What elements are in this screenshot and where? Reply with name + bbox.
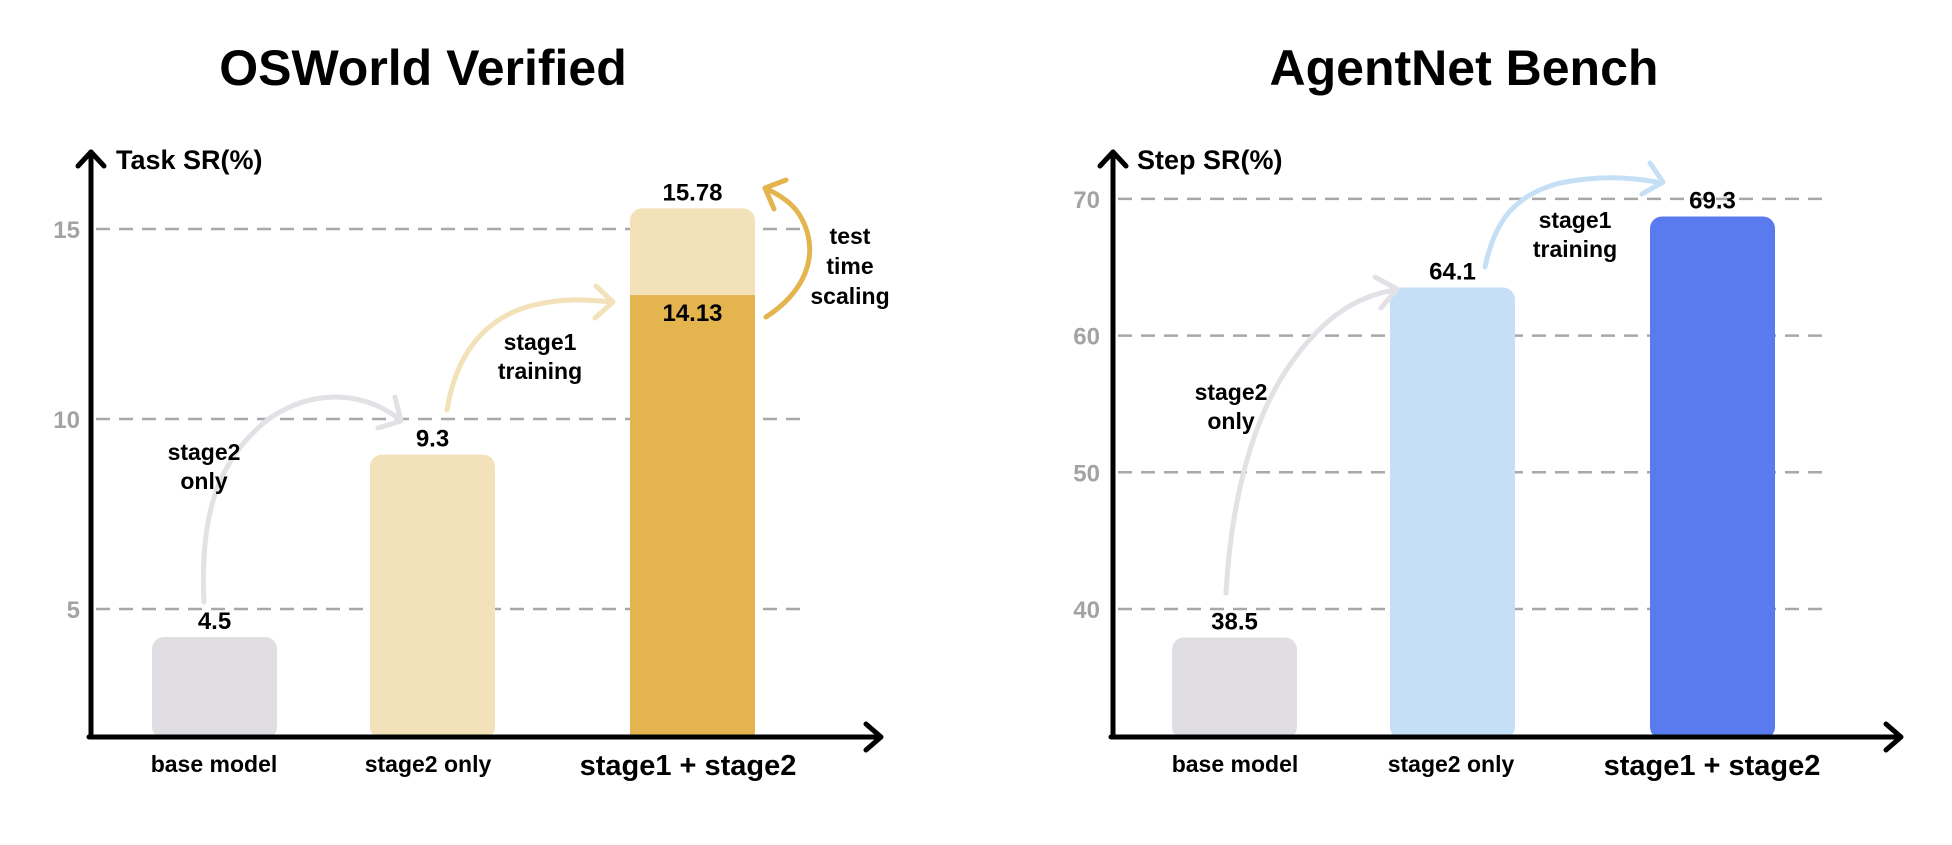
y-tick-label: 10	[53, 407, 80, 434]
y-tick-label: 40	[1073, 597, 1100, 624]
y-tick-label: 70	[1073, 187, 1100, 214]
arrowhead-icon	[592, 283, 616, 321]
annotation-arrow	[444, 297, 615, 413]
y-tick-label: 60	[1073, 324, 1100, 351]
x-tick-label: stage2 only	[365, 751, 492, 777]
chart-agentnet: AgentNet Bench 40 50 60 70 38.5 64.1 69.3 S…	[1073, 40, 1904, 782]
inner-value-label: 14.13	[662, 300, 722, 327]
annotation-text: time	[826, 253, 873, 279]
annotation-arrow	[1482, 175, 1665, 270]
value-label: 69.3	[1689, 187, 1736, 214]
annotation-text: scaling	[810, 283, 889, 309]
y-tick-label: 50	[1073, 460, 1100, 487]
annotation-text: training	[1533, 236, 1617, 262]
y-axis-label: Task SR(%)	[116, 145, 263, 175]
annotation-text: stage2	[168, 439, 241, 465]
annotation-arrow	[200, 394, 403, 605]
bar-segment	[630, 295, 755, 739]
arrowhead-icon	[375, 394, 404, 431]
annotation-text: training	[498, 358, 582, 384]
x-tick-label: stage1 + stage2	[580, 750, 797, 782]
annotation-text: stage1	[504, 329, 577, 355]
y-tick-labels: 5 10 15	[53, 217, 80, 624]
y-axis-arrow-icon	[1097, 149, 1129, 169]
arrowhead-icon	[1372, 274, 1400, 311]
arrowhead-icon	[1639, 160, 1666, 197]
value-label: 9.3	[416, 426, 449, 453]
annotation-text: test	[830, 223, 871, 249]
bar	[370, 454, 495, 739]
annotation-text: only	[1207, 408, 1254, 434]
bar	[1650, 216, 1775, 739]
x-tick-label: stage2 only	[1388, 751, 1515, 777]
annotation-text: stage2	[1195, 379, 1268, 405]
y-axis-arrow-icon	[75, 149, 107, 169]
bar	[1172, 637, 1297, 739]
annotation-text: stage1	[1539, 207, 1612, 233]
bars	[152, 208, 755, 740]
y-tick-label: 5	[67, 597, 80, 624]
value-label: 4.5	[198, 608, 231, 635]
chart-title: OSWorld Verified	[219, 40, 627, 96]
annotation-arrow	[763, 186, 813, 320]
x-tick-label: base model	[151, 751, 278, 777]
value-label: 64.1	[1429, 259, 1476, 286]
x-tick-label: base model	[1172, 751, 1299, 777]
chart-title: AgentNet Bench	[1270, 40, 1659, 96]
bar	[1390, 287, 1515, 739]
annotation-arrow	[1223, 287, 1399, 596]
arrowhead-icon	[762, 177, 789, 212]
x-tick-label: stage1 + stage2	[1604, 750, 1821, 782]
x-axis-arrow-icon	[863, 721, 884, 753]
y-tick-labels: 40 50 60 70	[1073, 187, 1100, 624]
value-label: 38.5	[1211, 609, 1258, 636]
y-axis-label: Step SR(%)	[1137, 145, 1283, 175]
chart-osworld: OSWorld Verified 5 10 15 4.5 9.3 15.78 14.…	[53, 40, 889, 782]
bars	[1172, 216, 1775, 739]
annotation-text: only	[180, 468, 227, 494]
value-label: 15.78	[662, 179, 722, 206]
x-axis-arrow-icon	[1883, 721, 1904, 753]
y-tick-label: 15	[53, 217, 80, 244]
bar	[152, 637, 277, 739]
